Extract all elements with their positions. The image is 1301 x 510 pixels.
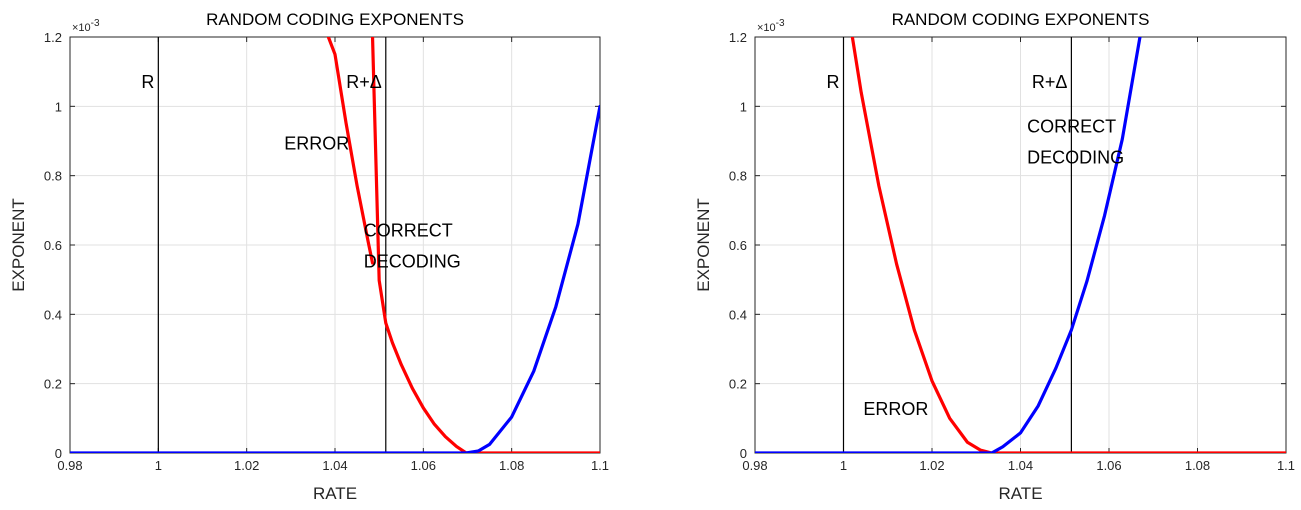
x-tick-label: 1.1 <box>591 458 609 473</box>
y-axis-label: EXPONENT <box>694 198 713 292</box>
x-tick-label: 1.04 <box>322 458 347 473</box>
x-tick-label: 0.98 <box>57 458 82 473</box>
annotation-label: DECODING <box>364 252 461 272</box>
x-axis-label: RATE <box>313 484 357 503</box>
y-axis-label: EXPONENT <box>9 198 28 292</box>
x-tick-label: 1.08 <box>499 458 524 473</box>
plot-content <box>755 37 1286 453</box>
x-tick-label: 1.06 <box>411 458 436 473</box>
y-tick-label: 1.2 <box>729 30 747 45</box>
x-tick-label: 0.98 <box>742 458 767 473</box>
x-tick-label: 1.08 <box>1185 458 1210 473</box>
x-tick-label: 1.06 <box>1096 458 1121 473</box>
vertical-line-label: R+Δ <box>346 72 382 92</box>
x-tick-label: 1.02 <box>919 458 944 473</box>
annotation-label: CORRECT <box>364 220 453 240</box>
y-tick-label: 0.4 <box>729 307 747 322</box>
y-tick-label: 1 <box>740 99 747 114</box>
plot-content <box>70 37 600 453</box>
x-tick-label: 1.04 <box>1008 458 1033 473</box>
series-line-error <box>370 37 600 453</box>
chart-panel-1: 0.98 1 1.02 1.04 1.06 1.08 1.1 0 0.2 0.4 0.6 0.8 1 1.… <box>9 10 609 503</box>
y-tick-label: 0.2 <box>44 377 62 392</box>
chart-title: RANDOM CODING EXPONENTS <box>892 10 1150 29</box>
y-tick-label: 1.2 <box>44 30 62 45</box>
series-line-error <box>850 37 1286 453</box>
annotation-label: ERROR <box>863 399 928 419</box>
x-tick-label: 1.02 <box>234 458 259 473</box>
series-line-correct <box>755 37 1142 453</box>
annotation-label: DECODING <box>1027 148 1124 168</box>
annotation-label: CORRECT <box>1027 116 1116 136</box>
series-line-error-upper <box>326 37 375 265</box>
y-tick-label: 0.4 <box>44 307 62 322</box>
y-multiplier-label: ×10-3 <box>72 18 100 34</box>
y-tick-label: 0 <box>55 446 62 461</box>
vertical-line-label: R+Δ <box>1032 72 1068 92</box>
chart-title: RANDOM CODING EXPONENTS <box>206 10 464 29</box>
series-line-correct <box>70 104 600 453</box>
y-tick-label: 1 <box>55 99 62 114</box>
x-tick-label: 1 <box>840 458 847 473</box>
y-tick-label: 0.6 <box>44 238 62 253</box>
y-tick-label: 0.6 <box>729 238 747 253</box>
vertical-line-label: R <box>141 72 154 92</box>
chart-panel-2: 0.98 1 1.02 1.04 1.06 1.08 1.1 0 0.2 0.4 0.6 0.8 1 1.… <box>694 10 1295 503</box>
x-tick-label: 1.1 <box>1277 458 1295 473</box>
y-tick-label: 0.8 <box>729 169 747 184</box>
x-axis-label: RATE <box>998 484 1042 503</box>
y-tick-label: 0.2 <box>729 377 747 392</box>
vertical-line-label: R <box>827 72 840 92</box>
x-tick-label: 1 <box>155 458 162 473</box>
annotation-label: ERROR <box>284 134 349 154</box>
y-multiplier-label: ×10-3 <box>757 18 785 34</box>
y-tick-label: 0.8 <box>44 169 62 184</box>
y-tick-label: 0 <box>740 446 747 461</box>
